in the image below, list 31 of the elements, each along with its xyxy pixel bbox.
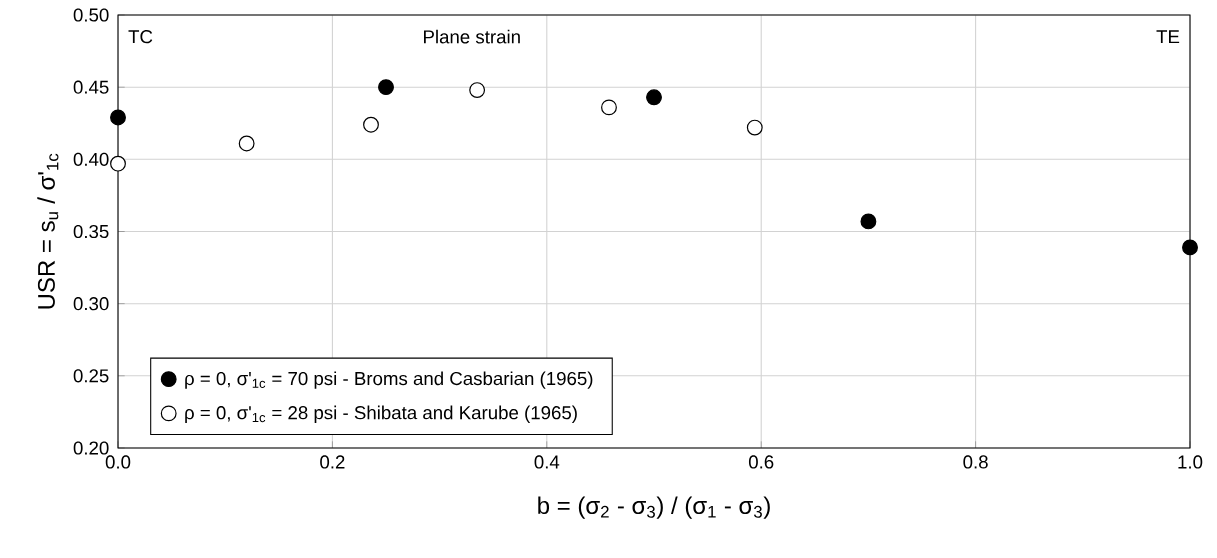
annotation: TE xyxy=(1156,30,1180,44)
x-tick-label: 0.8 xyxy=(963,455,988,469)
y-tick-label: 0.25 xyxy=(73,369,109,383)
point xyxy=(363,116,379,133)
point xyxy=(378,79,394,96)
y-tick-label: 0.40 xyxy=(73,152,109,166)
point xyxy=(469,82,486,98)
point xyxy=(110,155,126,172)
y-axis-title: USR = s$_{u}$ / σ'$_{1c}$ xyxy=(37,153,59,309)
legend-label: ρ = 0, σ'$_{1c}$ = 70 psi - Broms and Casbarian (1965) xyxy=(185,371,593,389)
y-tick-label: 0.50 xyxy=(73,8,109,22)
y-tick-label: 0.35 xyxy=(73,224,109,239)
point xyxy=(746,119,763,136)
point xyxy=(601,99,617,116)
annotation: Plane strain xyxy=(424,29,520,44)
annotation: TC xyxy=(128,30,153,44)
y-tick-label: 0.30 xyxy=(73,297,109,311)
point xyxy=(110,109,126,126)
x-tick-label: 1.0 xyxy=(1178,455,1203,469)
legend-label: ρ = 0, σ'$_{1c}$ = 28 psi - Shibata and Karube (1965) xyxy=(185,405,577,424)
y-tick-label: 0.45 xyxy=(73,80,109,94)
point xyxy=(238,135,255,152)
point xyxy=(1182,239,1198,256)
x-tick-label: 0.2 xyxy=(320,455,345,469)
text: b = (σ$_{2}$ - σ$_{3}$) / (σ$_{1}$ - σ$_{3}$) xyxy=(538,496,770,519)
x-tick-label: 0.6 xyxy=(748,455,774,469)
x-tick-label: 0.4 xyxy=(534,455,560,469)
x-tick-label: 0.0 xyxy=(105,455,131,469)
y-tick-label: 0.20 xyxy=(73,441,109,455)
point xyxy=(646,89,662,106)
point xyxy=(860,213,877,230)
